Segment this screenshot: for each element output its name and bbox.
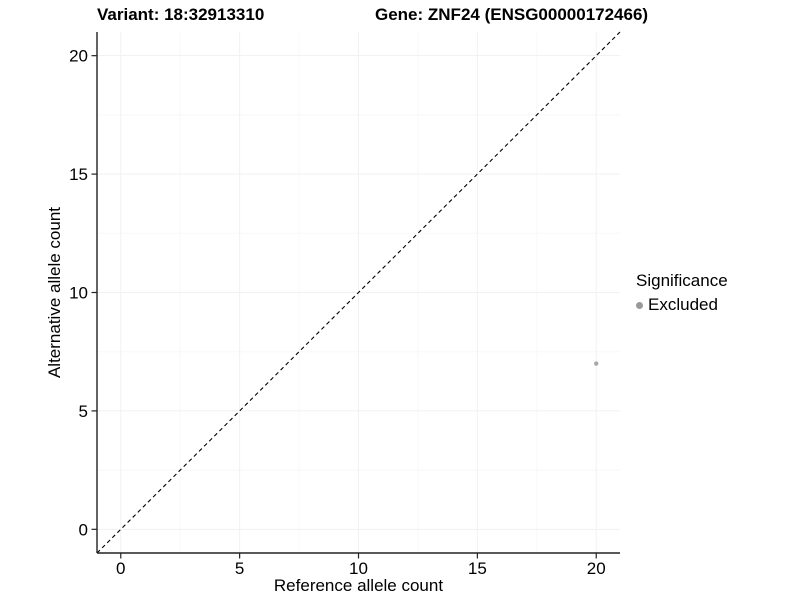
data-point [594, 361, 599, 366]
y-tick-label: 5 [79, 402, 88, 421]
plot-title-variant: Variant: 18:32913310 [97, 5, 265, 24]
x-tick-label: 15 [468, 559, 487, 578]
x-axis-title: Reference allele count [273, 576, 444, 595]
plot-title-gene: Gene: ZNF24 (ENSG00000172466) [375, 5, 649, 24]
legend-title: Significance [636, 271, 728, 290]
y-tick-label: 10 [69, 284, 88, 303]
y-axis-title: Alternative allele count [45, 206, 64, 379]
x-tick-label: 20 [587, 559, 606, 578]
x-tick-label: 10 [349, 559, 368, 578]
y-tick-label: 15 [69, 165, 88, 184]
x-tick-label: 0 [116, 559, 125, 578]
excluded-point-icon [636, 301, 643, 309]
identity-dashed-line [96, 31, 621, 554]
y-tick-label: 20 [69, 47, 88, 66]
legend: Significance Excluded [636, 271, 728, 315]
x-tick-label: 5 [235, 559, 244, 578]
legend-item-label: Excluded [648, 295, 718, 314]
y-tick-label: 0 [79, 520, 88, 539]
legend-item-excluded: Excluded [636, 295, 728, 315]
